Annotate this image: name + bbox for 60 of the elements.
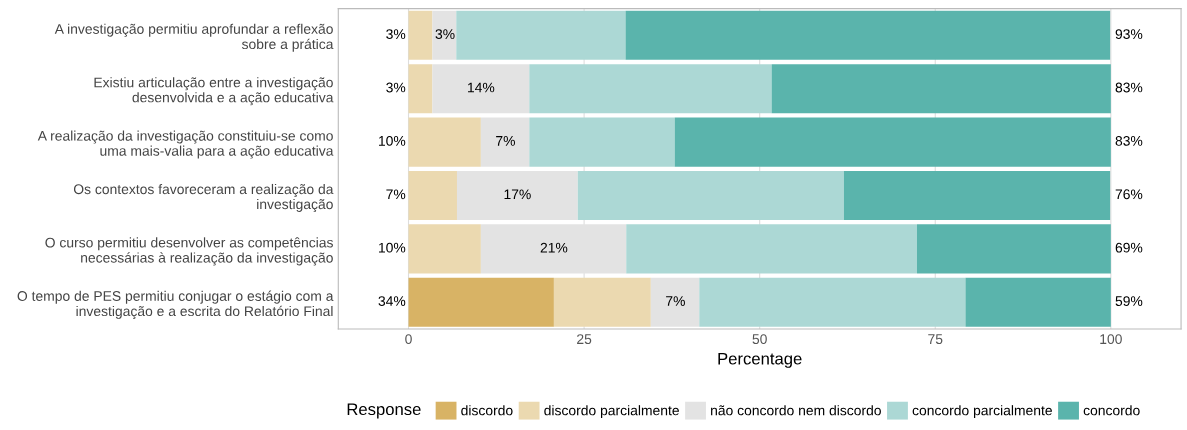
bar [408, 117, 481, 167]
x-tick-label: 0 [405, 334, 412, 345]
y-tick-label: A realização da investigação constituiu-se como uma mais-valia para a ação educativa [37, 130, 334, 159]
legend-label: discordo parcialmente [544, 405, 679, 419]
annotation: 3% [386, 29, 406, 40]
annotation: 7% [666, 296, 685, 306]
annotation: 3% [386, 82, 406, 93]
annotation: 21% [540, 242, 568, 253]
x-tick-label: 25 [577, 334, 592, 345]
annotation: 3% [435, 29, 455, 40]
annotation: 17% [504, 189, 531, 200]
annotation: 76% [1115, 189, 1143, 200]
bar [843, 170, 1111, 221]
x-tick-label: 100 [1100, 334, 1122, 345]
bar [577, 170, 844, 221]
annotation: 14% [468, 82, 495, 93]
legend-label: concordo parcialmente [912, 405, 1052, 419]
y-tick-label: O curso permitiu desenvolver as competências necessárias à realização da investigação [45, 237, 333, 266]
bar [408, 64, 433, 114]
bar [699, 277, 966, 327]
bar [408, 10, 433, 60]
bar [408, 224, 481, 274]
annotation: 83% [1115, 82, 1143, 93]
annotation: 7% [386, 189, 406, 200]
bar [917, 224, 1111, 274]
x-tick-label: 50 [752, 334, 767, 345]
bar [553, 277, 651, 327]
x-axis-title: Percentage [718, 352, 802, 368]
bar [480, 117, 530, 167]
legend-label: não concordo nem discordo [711, 405, 881, 416]
y-tick-label: Existiu articulação entre a investigação desenvolvida e a ação educativa [94, 77, 334, 106]
bar [456, 10, 626, 60]
y-tick-label: Os contextos favoreceram a realização da investigação [73, 183, 334, 212]
annotation: 7% [496, 136, 515, 146]
y-tick-label: A investigação permitiu aprofundar a reflexão sobre a prática [54, 23, 334, 52]
annotation: 10% [379, 135, 406, 146]
x-tick-label: 75 [928, 334, 943, 345]
bar [529, 64, 772, 114]
legend-title: Response [347, 403, 421, 419]
annotation: 59% [1115, 296, 1143, 306]
bar [529, 117, 675, 167]
bar [625, 10, 1111, 60]
legend-label: discordo [461, 405, 513, 416]
bar [432, 10, 457, 60]
bar [408, 170, 457, 221]
bar [408, 277, 554, 327]
bar [674, 117, 1111, 167]
bar [965, 277, 1111, 327]
bar [456, 170, 578, 221]
annotation: 93% [1115, 29, 1143, 40]
bar [432, 64, 530, 114]
annotation: 69% [1115, 242, 1143, 253]
legend-label: concordo [1083, 405, 1140, 416]
bar [771, 64, 1111, 114]
annotation: 83% [1115, 135, 1143, 146]
bar [650, 277, 700, 327]
annotation: 34% [378, 296, 406, 306]
bar [626, 224, 917, 274]
y-tick-label: O tempo de PES permitiu conjugar o estágio com a investigação e a escrita do Relatório Final [17, 290, 334, 319]
annotation: 10% [379, 242, 406, 253]
